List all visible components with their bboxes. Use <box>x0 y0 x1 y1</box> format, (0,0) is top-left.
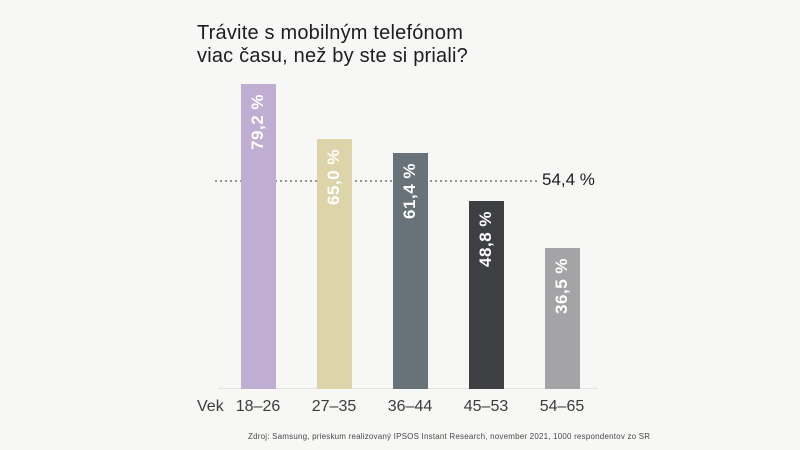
bar-value-label: 61,4 % <box>400 163 419 219</box>
x-tick-label: 45–53 <box>463 398 509 415</box>
reference-line-label: 54,4 % <box>542 170 595 189</box>
x-tick-label: 27–35 <box>311 398 357 415</box>
bar-value-label: 48,8 % <box>476 211 495 267</box>
bar-age-36-44: 61,4 % <box>392 153 428 389</box>
bar-value-label: 65,0 % <box>324 149 343 205</box>
x-axis-title: Vek <box>197 398 224 415</box>
x-tick-label: 54–65 <box>539 398 585 415</box>
bar-age-54-65: 36,5 % <box>544 248 580 389</box>
bar-age-18-26: 79,2 % <box>240 84 276 389</box>
bar-value-label: 79,2 % <box>248 94 267 150</box>
source-note: Zdroj: Samsung, prieskum realizovaný IPS… <box>248 432 651 441</box>
reference-line <box>215 180 537 182</box>
bar-age-45-53: 48,8 % <box>468 201 504 389</box>
x-tick-label: 36–44 <box>387 398 433 415</box>
bar-age-27-35: 65,0 % <box>316 139 352 389</box>
bar-value-label: 36,5 % <box>552 258 571 314</box>
chart-title: Trávite s mobilným telefónom viac času, … <box>197 22 468 68</box>
x-tick-label: 18–26 <box>235 398 281 415</box>
